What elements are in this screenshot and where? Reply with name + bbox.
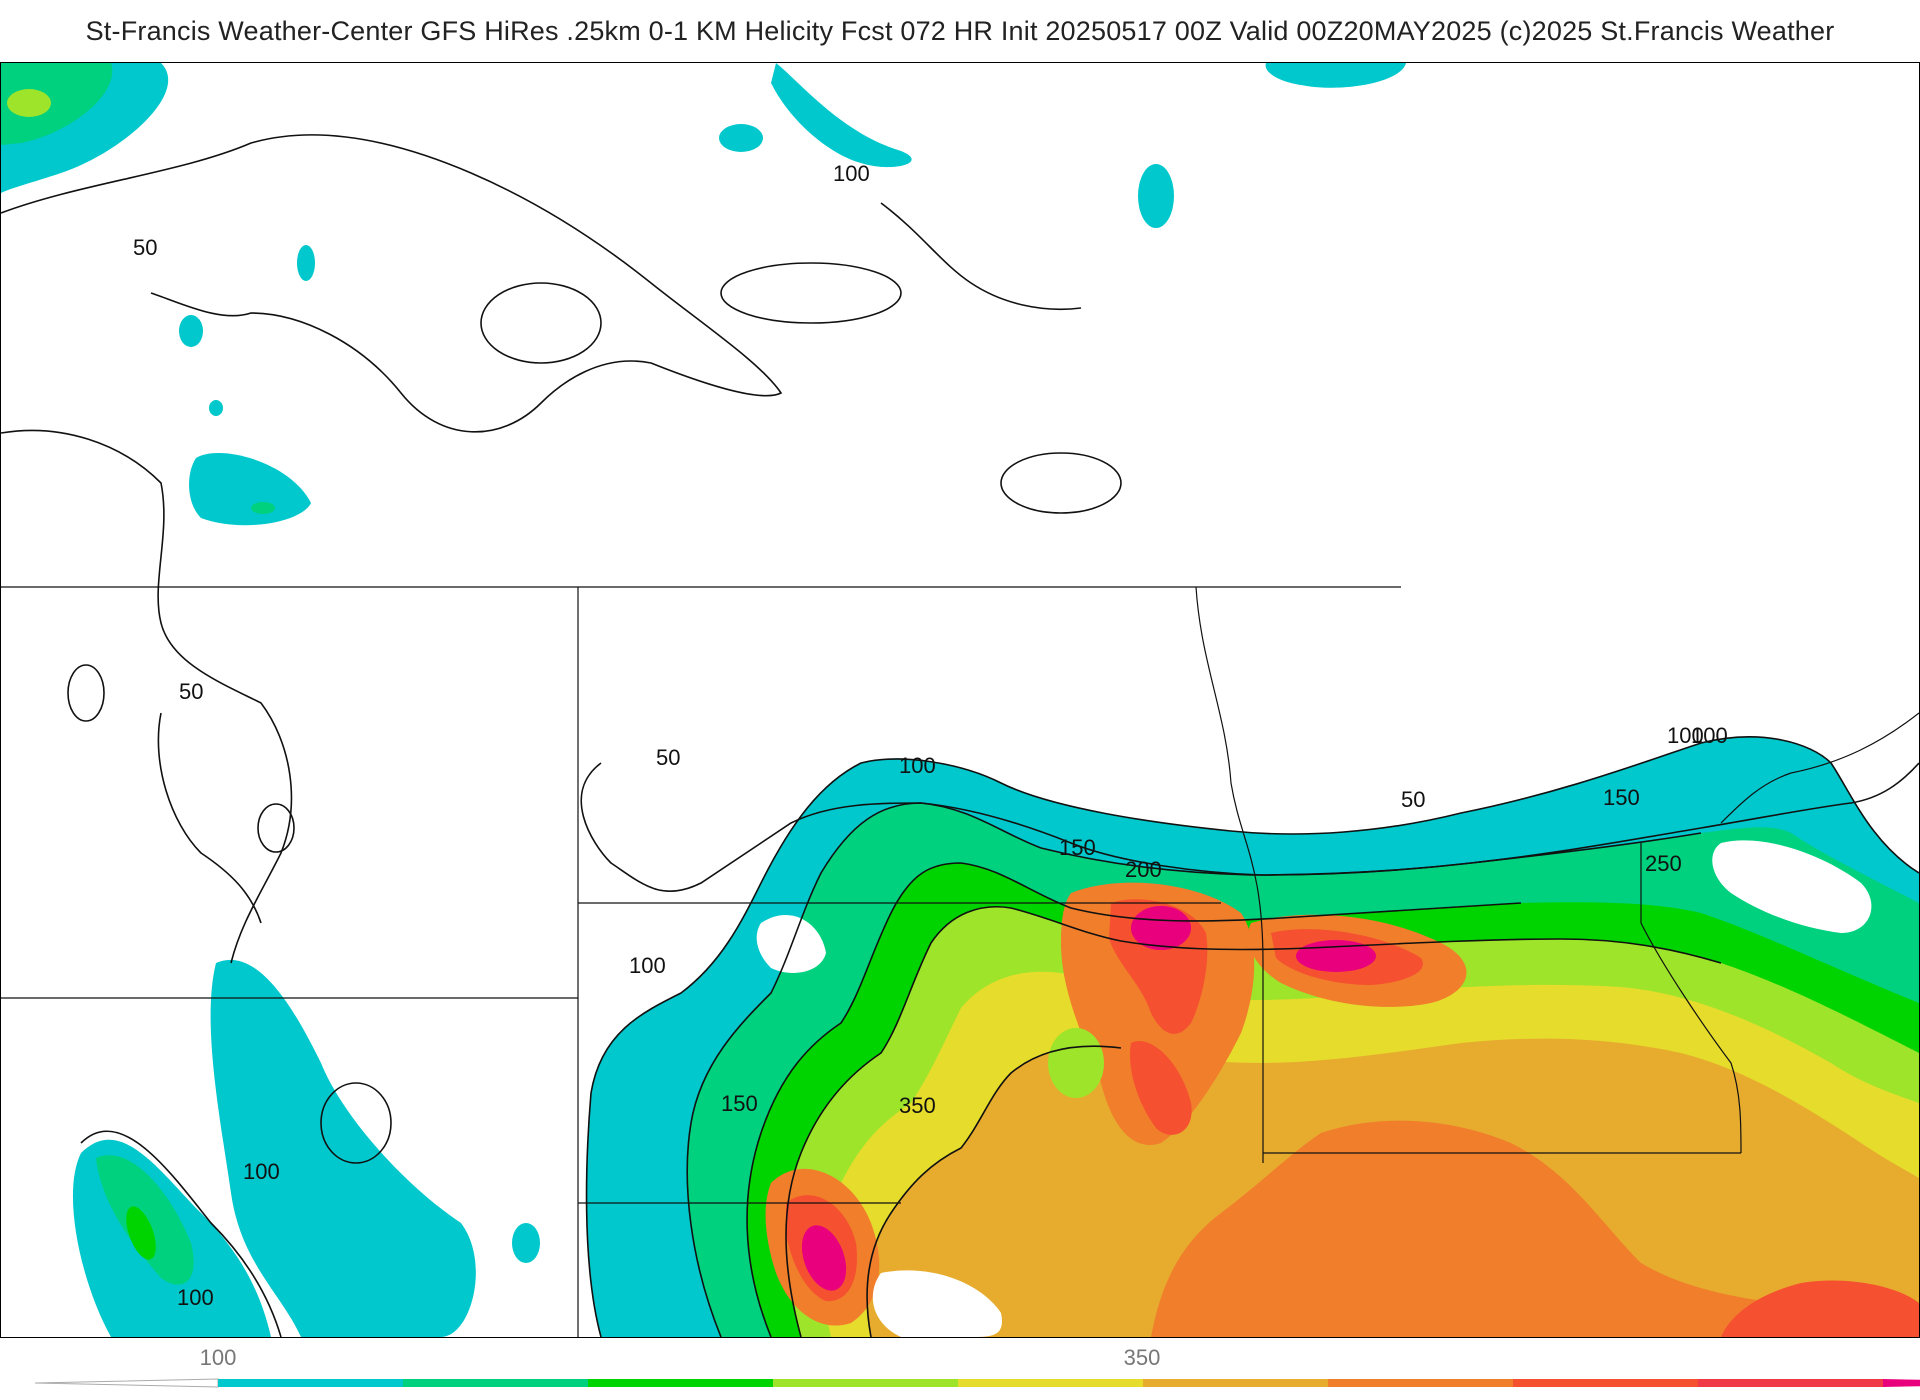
colorbar-tick-label: 100 [199, 1345, 237, 1370]
shade-main-orange2 [1151, 1120, 1919, 1337]
colorbar-bin [1513, 1379, 1698, 1387]
contour-150-main [686, 802, 1702, 1337]
colorbar-bin [1698, 1379, 1883, 1387]
contour-ring-s1 [320, 1082, 392, 1164]
shade-n7 [209, 400, 223, 416]
contour-50-west [1, 429, 293, 964]
contour-label: 350 [899, 1093, 936, 1118]
border-east [1640, 843, 1742, 1154]
shade-center-red2 [1130, 1041, 1192, 1135]
shade-n9 [251, 502, 275, 514]
contour-50-central [580, 762, 1919, 893]
contour-label: 50 [133, 235, 157, 260]
contour-label: 200 [1125, 857, 1162, 882]
map-title: St-Francis Weather-Center GFS HiRes .25k… [85, 16, 1835, 46]
contour-ne-ring [1000, 452, 1122, 514]
contour-label: 50 [179, 679, 203, 704]
colorbar-tick-label: 350 [1123, 1345, 1161, 1370]
contour-200-main [746, 862, 1522, 1337]
colorbar-bin [773, 1379, 958, 1387]
shade-nw-green [1, 63, 113, 145]
border-mi [1720, 712, 1919, 824]
shade-sw-max-magenta [801, 1225, 847, 1291]
shaded-fields [1, 63, 1919, 1337]
contour-50-north [1, 134, 783, 433]
contour-label: 100 [177, 1285, 214, 1310]
contour-ring-w2 [257, 803, 295, 853]
colorbar-bin [403, 1379, 588, 1387]
helicity-map: 100 50 50 50 100 50 100 150 200 150 100 … [1, 63, 1919, 1337]
colorbar-bin [1143, 1379, 1328, 1387]
shade-n2 [719, 124, 763, 152]
contour-label: 50 [656, 745, 680, 770]
shade-hole-3 [1712, 840, 1872, 933]
colorbar-bin [958, 1379, 1143, 1387]
contour-lines [1, 134, 1919, 1337]
colorbar-right-arrow [1883, 1379, 1920, 1387]
shade-center-magenta [1131, 906, 1191, 950]
shade-n8 [189, 453, 311, 526]
contour-350-main [866, 1045, 1122, 1337]
contour-label: 100 [243, 1159, 280, 1184]
shade-sw-cyan2 [210, 959, 476, 1337]
contour-label: 100 [899, 753, 936, 778]
shade-sw-lime [126, 1206, 156, 1260]
contour-label: 150 [721, 1091, 758, 1116]
shade-n6 [179, 315, 203, 347]
colorbar-bin [588, 1379, 773, 1387]
contour-100-nw [880, 202, 1082, 311]
contour-label: 100 [1667, 723, 1704, 748]
state-borders [1, 586, 1919, 1337]
colorbar-bins [34, 1378, 1920, 1388]
shade-sw-dot [512, 1223, 540, 1263]
colorbar-bin [218, 1379, 403, 1387]
shade-n4 [1265, 63, 1406, 88]
shade-n1 [771, 63, 912, 168]
contour-label: 50 [1401, 787, 1425, 812]
contour-label: 100 [833, 161, 870, 186]
contour-50-left [157, 712, 262, 924]
shade-nw-lime [7, 89, 51, 117]
shade-main-red [1721, 1280, 1919, 1337]
contour-100-main [585, 736, 1919, 1337]
colorbar [34, 1378, 1920, 1388]
contour-label: 250 [1645, 851, 1682, 876]
map-panel: 100 50 50 50 100 50 100 150 200 150 100 … [0, 62, 1920, 1338]
contour-labels: 100 50 50 50 100 50 100 150 200 150 100 … [133, 161, 1728, 1310]
contour-label: 100 [1691, 723, 1728, 748]
contour-ring-w1 [67, 664, 105, 722]
contour-n-ring [720, 262, 902, 324]
colorbar-bin [1328, 1379, 1513, 1387]
contour-label: 100 [629, 953, 666, 978]
colorbar-left-arrow [34, 1378, 219, 1388]
contour-100-sw [80, 1130, 282, 1337]
contour-nw-ring [480, 282, 602, 364]
contour-250-main [785, 906, 1722, 1337]
shade-n3 [1138, 164, 1174, 228]
contour-label: 150 [1603, 785, 1640, 810]
shade-n5 [297, 245, 315, 281]
contour-label: 150 [1059, 835, 1096, 860]
border-mn-wi [1195, 586, 1264, 1163]
shade-hole-2 [872, 1270, 1002, 1337]
shade-center-lime [1048, 1028, 1104, 1098]
